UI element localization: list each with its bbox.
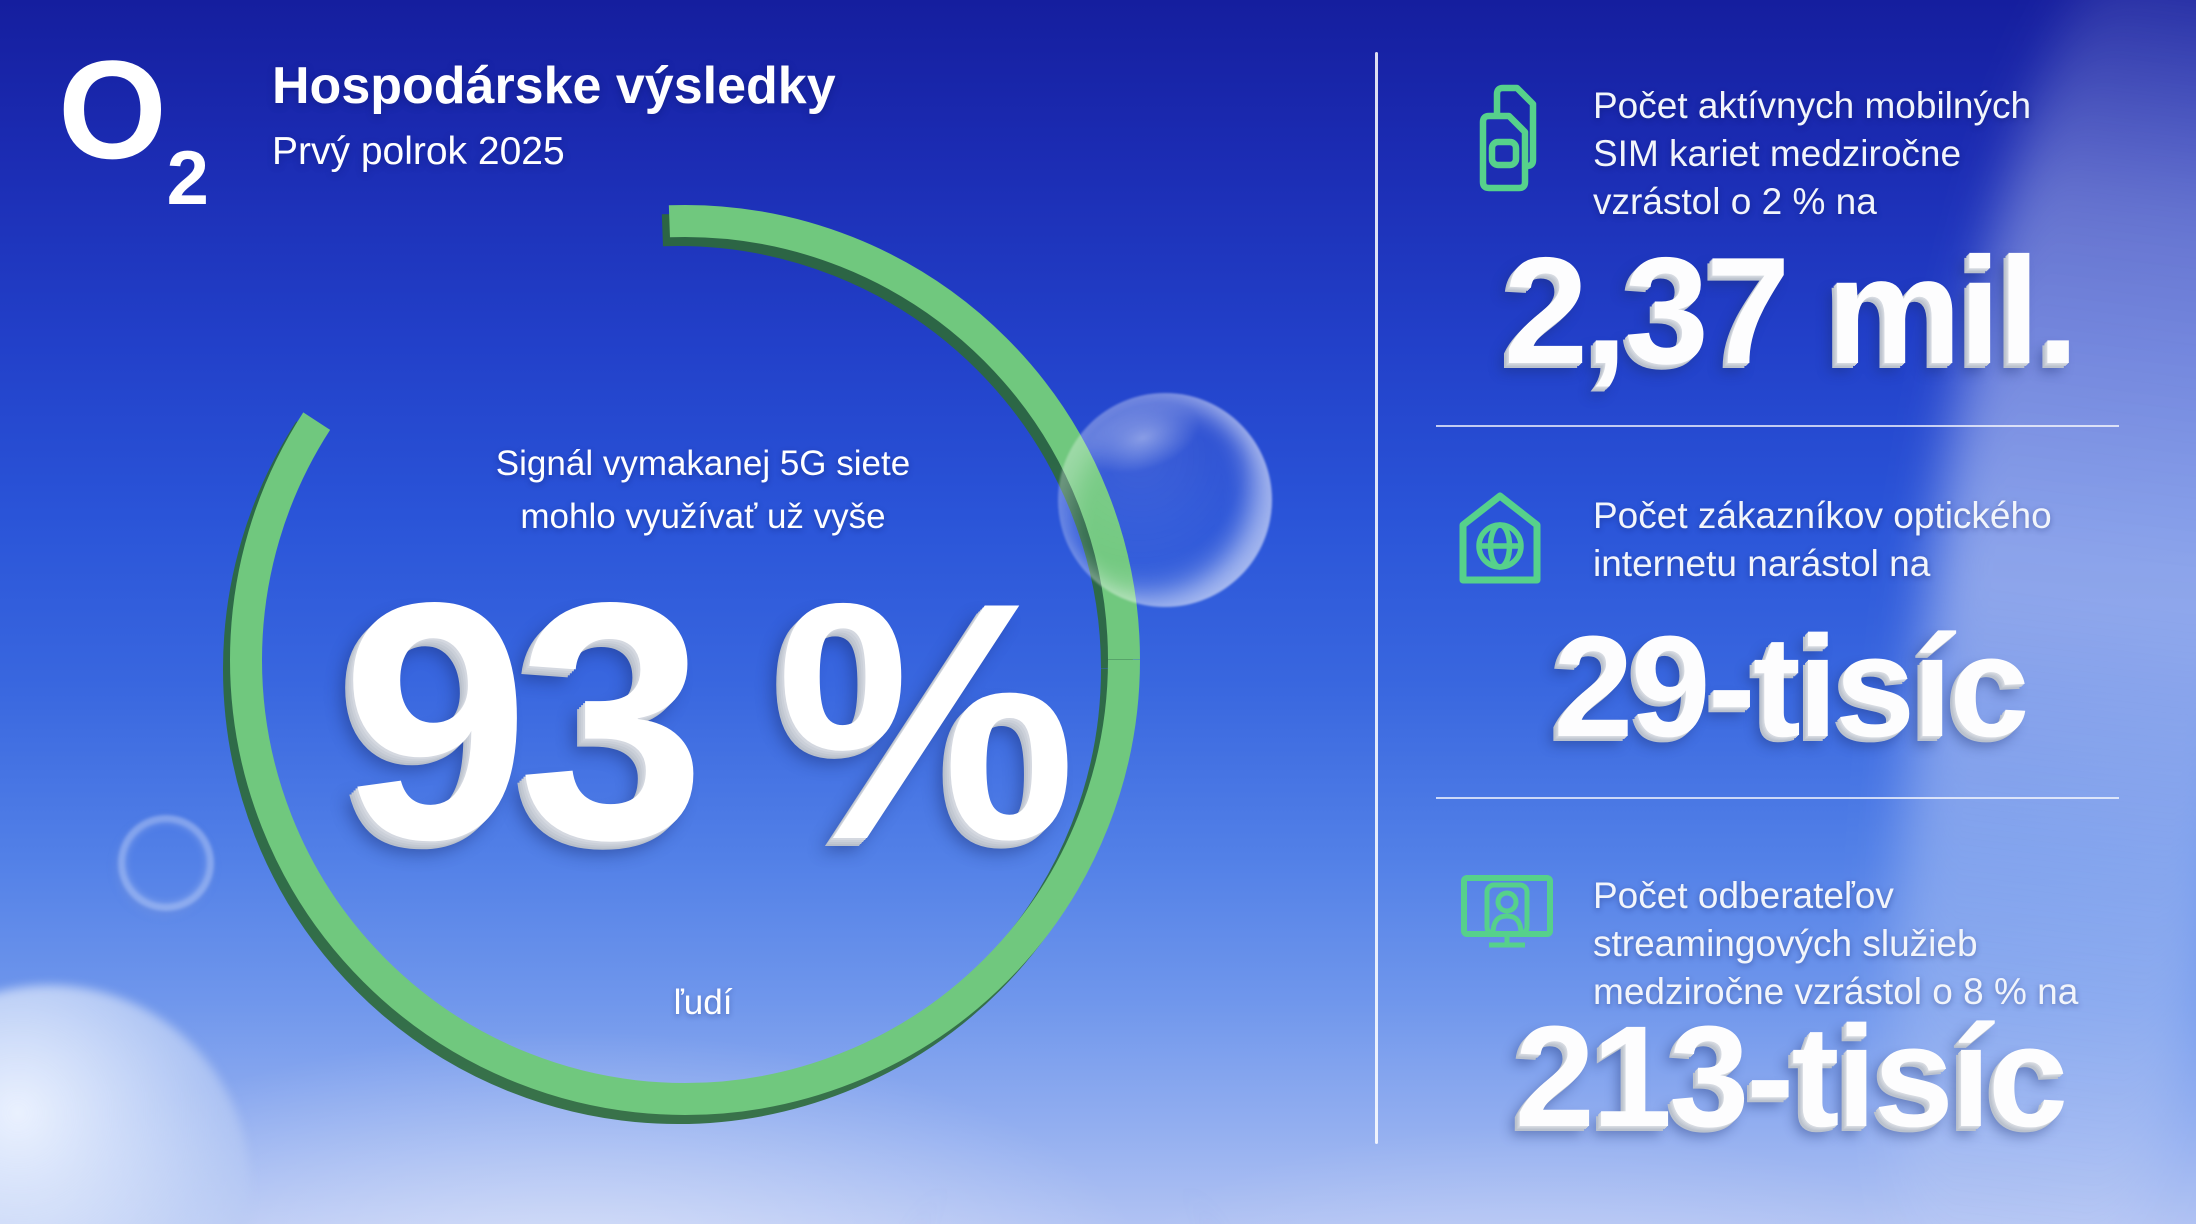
- ring-intro-text: Signál vymakanej 5G siete mohlo využívať…: [0, 437, 1406, 543]
- stat-sim-value: 2,37 mil.: [1503, 226, 2080, 396]
- faint-bottom-bubble: [895, 1135, 1235, 1224]
- stat-streaming-value: 213-tisíc: [1514, 996, 2068, 1157]
- page-subtitle: Prvý polrok 2025: [272, 130, 565, 173]
- small-bubble: [118, 815, 214, 911]
- stat-fiber-label-line2: internetu narástol na: [1593, 543, 1931, 584]
- stat-sim-label-line1: Počet aktívnych mobilných: [1593, 85, 2032, 126]
- page-title: Hospodárske výsledky: [272, 57, 836, 115]
- sim-cards-icon: [1479, 84, 1537, 192]
- stat-streaming-label-line3: medziročne vzrástol o 8 % na: [1593, 971, 2079, 1012]
- stat-fiber-label-line1: Počet zákazníkov optického: [1593, 495, 2052, 536]
- divider-1: [1436, 425, 2119, 427]
- house-globe-icon: [1459, 492, 1541, 584]
- stat-fiber-label: Počet zákazníkov optického internetu nar…: [1593, 492, 2153, 588]
- stat-fiber-value: 29-tisíc: [1553, 606, 2029, 767]
- stat-sim-label-line2: SIM kariet medziročne: [1593, 133, 1962, 174]
- large-bubble: [1058, 393, 1272, 607]
- vertical-divider: [1375, 52, 1378, 1144]
- o2-logo: O2: [58, 40, 209, 217]
- monitor-person-icon: [1461, 875, 1553, 948]
- divider-2: [1436, 797, 2119, 799]
- stat-streaming-label-line2: streamingových služieb: [1593, 923, 1978, 964]
- stat-streaming-label-line1: Počet odberateľov: [1593, 875, 1894, 916]
- ring-intro-line2: mohlo využívať už vyše: [520, 497, 886, 536]
- o2-logo-o: O: [58, 31, 167, 188]
- ring-value: 93 %: [341, 532, 1076, 910]
- ring-intro-line1: Signál vymakanej 5G siete: [495, 444, 911, 483]
- stat-streaming-label: Počet odberateľov streamingových služieb…: [1593, 872, 2153, 1016]
- stat-sim-label-line3: vzrástol o 2 % na: [1593, 181, 1877, 222]
- ring-unit-label: ľudí: [673, 983, 733, 1022]
- stat-sim-label: Počet aktívnych mobilných SIM kariet med…: [1593, 82, 2153, 226]
- o2-logo-subscript: 2: [166, 136, 209, 221]
